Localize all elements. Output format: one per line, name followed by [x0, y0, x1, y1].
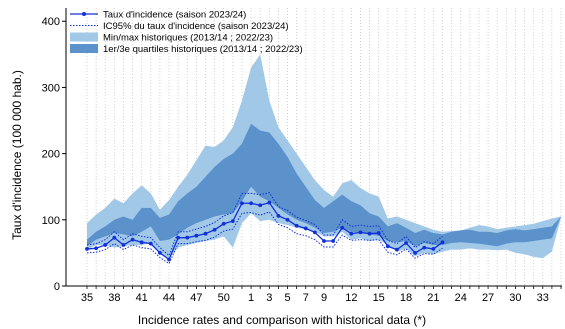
- incidence-point: [376, 231, 381, 235]
- y-tick-label: 400: [42, 16, 60, 28]
- incidence-point: [385, 244, 390, 249]
- incidence-point: [440, 240, 445, 245]
- incidence-point: [139, 240, 144, 245]
- x-tick-label: 1: [248, 292, 254, 304]
- incidence-point: [185, 235, 190, 240]
- x-tick-label: 15: [373, 292, 385, 304]
- x-tick-label: 7: [303, 292, 309, 304]
- incidence-point: [167, 257, 171, 262]
- incidence-point: [340, 225, 345, 230]
- legend-swatch-quartiles: [70, 44, 98, 53]
- incidence-point: [276, 213, 281, 218]
- incidence-point: [212, 227, 217, 232]
- incidence-point: [331, 239, 336, 243]
- x-axis-title: Incidence rates and comparison with hist…: [138, 313, 426, 327]
- area-bands: [87, 54, 561, 259]
- incidence-point: [85, 247, 89, 251]
- legend-swatch-minmax: [70, 32, 98, 42]
- incidence-point: [130, 237, 135, 242]
- incidence-point: [240, 201, 244, 206]
- incidence-point: [294, 223, 299, 228]
- x-tick-label: 38: [108, 292, 120, 304]
- quartile-band: [87, 123, 561, 247]
- incidence-point: [285, 217, 290, 222]
- y-tick-label: 0: [54, 281, 60, 293]
- x-tick-label: 27: [482, 292, 494, 304]
- legend: Taux d'incidence (saison 2023/24)IC95% d…: [70, 10, 303, 55]
- incidence-point: [303, 226, 308, 231]
- x-tick-label: 24: [455, 292, 467, 304]
- incidence-point: [158, 251, 162, 255]
- x-tick-label: 50: [218, 292, 230, 304]
- incidence-point: [121, 243, 126, 247]
- incidence-point: [349, 231, 354, 236]
- incidence-point: [422, 245, 427, 250]
- incidence-point: [312, 230, 317, 235]
- legend-swatch-current-point: [82, 12, 86, 16]
- incidence-point: [358, 230, 363, 235]
- x-tick-label: 35: [81, 292, 93, 304]
- x-tick-label: 44: [163, 292, 175, 304]
- y-tick-label: 300: [42, 82, 60, 94]
- x-tick-label: 18: [400, 292, 412, 304]
- incidence-point: [258, 203, 263, 208]
- ci-lower-line: [86, 211, 443, 265]
- incidence-point: [413, 251, 418, 255]
- incidence-point: [221, 221, 226, 226]
- y-axis-title: Taux d'incidence (100 000 hab.): [10, 70, 24, 240]
- incidence-point: [176, 235, 181, 240]
- series-lines: [85, 192, 445, 265]
- x-tick-label: 3: [266, 292, 272, 304]
- incidence-point: [203, 231, 208, 236]
- incidence-point: [103, 243, 108, 247]
- x-tick-label: 47: [190, 292, 202, 304]
- incidence-point: [194, 233, 199, 238]
- incidence-point: [395, 247, 399, 252]
- legend-label: Taux d'incidence (saison 2023/24): [103, 10, 246, 21]
- x-tick-label: 30: [509, 292, 521, 304]
- incidence-point: [94, 246, 99, 251]
- y-tick-label: 200: [42, 149, 60, 161]
- incidence-point: [249, 201, 253, 206]
- incidence-point: [404, 241, 408, 245]
- legend-label: 1er/3e quartiles historiques (2013/14 ; …: [103, 44, 303, 55]
- legend-label: IC95% du taux d'incidence (saison 2023/2…: [103, 21, 289, 32]
- incidence-point: [230, 219, 235, 224]
- x-tick-label: 33: [537, 292, 549, 304]
- incidence-point: [367, 231, 372, 236]
- incidence-point: [431, 247, 436, 251]
- incidence-line: [86, 201, 443, 261]
- x-tick-label: 21: [427, 292, 439, 304]
- incidence-point: [112, 235, 117, 240]
- x-tick-label: 41: [136, 292, 148, 304]
- x-tick-label: 5: [284, 292, 290, 304]
- y-tick-label: 100: [42, 215, 60, 227]
- incidence-point: [322, 239, 326, 243]
- x-tick-label: 12: [345, 292, 357, 304]
- incidence-point: [148, 241, 153, 246]
- incidence-point: [267, 200, 272, 205]
- legend-label: Min/max historiques (2013/14 ; 2022/23): [103, 33, 273, 44]
- x-tick-label: 9: [321, 292, 327, 304]
